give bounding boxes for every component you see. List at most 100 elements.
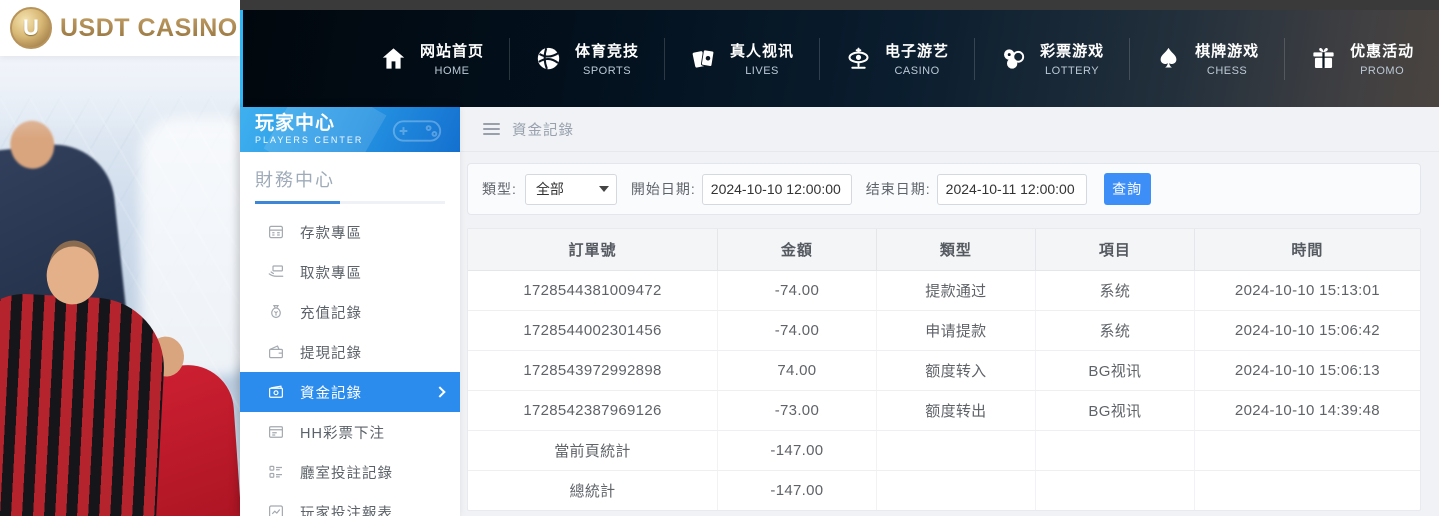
filter-panel: 類型: 全部 開始日期: 结束日期: 查詢 <box>467 163 1421 215</box>
nav-label-en: LOTTERY <box>1045 65 1100 77</box>
sidebar-item-hh-lottery-bet[interactable]: HH彩票下注 <box>240 412 460 452</box>
cell-type: 额度转入 <box>876 350 1036 391</box>
promo-photo <box>0 56 240 516</box>
cell-order-no: 1728542387969126 <box>468 390 718 431</box>
menu-toggle-icon[interactable] <box>483 123 500 135</box>
cell-amount: -147.00 <box>717 430 877 471</box>
nav-label-cn: 网站首页 <box>420 43 485 60</box>
section-divider <box>255 201 445 204</box>
sidebar-item-deposit[interactable]: 存款專區 <box>240 212 460 252</box>
cell-type <box>876 470 1036 510</box>
player-center-sidebar: 玩家中心 PLAYERS CENTER 財務中心 存款專區 <box>240 107 460 516</box>
sidebar-item-label: HH彩票下注 <box>300 425 385 442</box>
cell-time: 2024-10-10 15:06:13 <box>1194 350 1420 391</box>
left-column: U USDT CASINO <box>0 0 240 516</box>
sidebar-item-withdraw[interactable]: 取款專區 <box>240 252 460 292</box>
sidebar-header: 玩家中心 PLAYERS CENTER <box>240 107 460 152</box>
lottery-bet-icon <box>267 423 285 441</box>
cell-item: 系统 <box>1035 310 1195 351</box>
cell-order-no: 1728544381009472 <box>468 270 718 311</box>
nav-divider <box>509 37 511 80</box>
nav-item-promo[interactable]: 优惠活动 PROMO <box>1285 40 1439 77</box>
cell-amount: -74.00 <box>717 310 877 351</box>
nav-item-lottery[interactable]: 彩票游戏 LOTTERY <box>975 40 1129 77</box>
nav-item-casino[interactable]: 电子游艺 CASINO <box>820 40 974 77</box>
cell-type: 申请提款 <box>876 310 1036 351</box>
end-date-label: 结束日期: <box>865 181 931 197</box>
nav-item-chess[interactable]: 棋牌游戏 CHESS <box>1130 40 1284 77</box>
breadcrumb-label: 資金記錄 <box>512 122 574 139</box>
nav-label-cn: 棋牌游戏 <box>1195 43 1260 60</box>
nav-label-en: SPORTS <box>583 65 632 77</box>
deposit-icon <box>267 223 285 241</box>
nav-divider <box>1284 37 1286 80</box>
nav-item-home[interactable]: 网站首页 HOME <box>355 40 509 77</box>
logo[interactable]: U USDT CASINO <box>0 0 240 56</box>
cell-order-no: 1728543972992898 <box>468 350 718 391</box>
sidebar-item-funds-record[interactable]: 資金記錄 <box>240 372 460 412</box>
cell-amount: -147.00 <box>717 470 877 510</box>
cell-time: 2024-10-10 14:39:48 <box>1194 390 1420 431</box>
cell-item: BG视讯 <box>1035 350 1195 391</box>
cell-summary-label: 總統計 <box>468 470 718 510</box>
main-navbar: 网站首页 HOME 体育竞技 SPORTS 真人视讯 <box>240 10 1439 107</box>
cell-amount: -73.00 <box>717 390 877 431</box>
table-row: 1728544381009472 -74.00 提款通过 系统 2024-10-… <box>468 270 1420 311</box>
gamepad-icon <box>388 115 446 147</box>
cell-time: 2024-10-10 15:06:42 <box>1194 310 1420 351</box>
sports-ball-icon <box>535 45 562 72</box>
room-bet-record-icon <box>267 463 285 481</box>
home-icon <box>380 45 407 72</box>
nav-label-cn: 优惠活动 <box>1350 43 1415 60</box>
nav-divider <box>1129 37 1131 80</box>
col-type: 類型 <box>876 229 1036 271</box>
withdraw-icon <box>267 263 285 281</box>
sidebar-item-label: 充值記錄 <box>300 305 362 322</box>
spade-icon <box>1155 45 1182 72</box>
cell-amount: -74.00 <box>717 270 877 311</box>
nav-divider <box>974 37 976 80</box>
sidebar-item-player-report[interactable]: 玩家投注報表 <box>240 492 460 516</box>
sidebar-menu: 存款專區 取款專區 充值記錄 提現記錄 <box>240 212 460 516</box>
nav-item-lives[interactable]: 真人视讯 LIVES <box>665 40 819 77</box>
player-report-icon <box>267 503 285 516</box>
cell-order-no: 1728544002301456 <box>468 310 718 351</box>
sidebar-item-recharge-record[interactable]: 充值記錄 <box>240 292 460 332</box>
nav-item-sports[interactable]: 体育竞技 SPORTS <box>510 40 664 77</box>
breadcrumb: 資金記錄 <box>460 107 1439 152</box>
lottery-balls-icon <box>1000 45 1027 72</box>
nav-label-en: CHESS <box>1206 65 1248 77</box>
table-row: 1728544002301456 -74.00 申请提款 系统 2024-10-… <box>468 310 1420 351</box>
main-content: 資金記錄 類型: 全部 開始日期: 结束日期: 查詢 <box>460 107 1439 516</box>
sidebar-item-label: 資金記錄 <box>300 385 362 402</box>
type-select[interactable]: 全部 <box>524 173 617 205</box>
table-row-page-summary: 當前頁統計 -147.00 <box>468 430 1420 471</box>
cell-summary-label: 當前頁統計 <box>468 430 718 471</box>
start-date-input[interactable] <box>701 173 852 205</box>
end-date-input[interactable] <box>936 173 1087 205</box>
chevron-right-icon <box>434 386 446 398</box>
usdt-coin-icon: U <box>10 7 52 49</box>
table-row: 1728542387969126 -73.00 额度转出 BG视讯 2024-1… <box>468 390 1420 431</box>
cashout-record-icon <box>267 343 285 361</box>
playing-cards-icon <box>690 45 717 72</box>
nav-label-en: PROMO <box>1360 65 1405 77</box>
sidebar-item-cashout-record[interactable]: 提現記錄 <box>240 332 460 372</box>
sidebar-item-room-bet-record[interactable]: 廳室投註記錄 <box>240 452 460 492</box>
cell-time <box>1194 430 1420 471</box>
search-button[interactable]: 查詢 <box>1103 173 1151 205</box>
brand-name: USDT CASINO <box>60 13 238 42</box>
col-time: 時間 <box>1194 229 1420 271</box>
sidebar-item-label: 存款專區 <box>300 225 362 242</box>
cell-item <box>1035 430 1195 471</box>
cell-type <box>876 430 1036 471</box>
cell-item: 系统 <box>1035 270 1195 311</box>
cell-time: 2024-10-10 15:13:01 <box>1194 270 1420 311</box>
funds-record-table: 訂單號 金額 類型 項目 時間 1728544381009472 -74.00 … <box>467 228 1421 511</box>
start-date-label: 開始日期: <box>630 181 696 197</box>
nav-label-cn: 真人视讯 <box>730 43 795 60</box>
cell-type: 额度转出 <box>876 390 1036 431</box>
sidebar-item-label: 廳室投註記錄 <box>300 465 393 482</box>
finance-section-label: 財務中心 <box>255 170 335 190</box>
